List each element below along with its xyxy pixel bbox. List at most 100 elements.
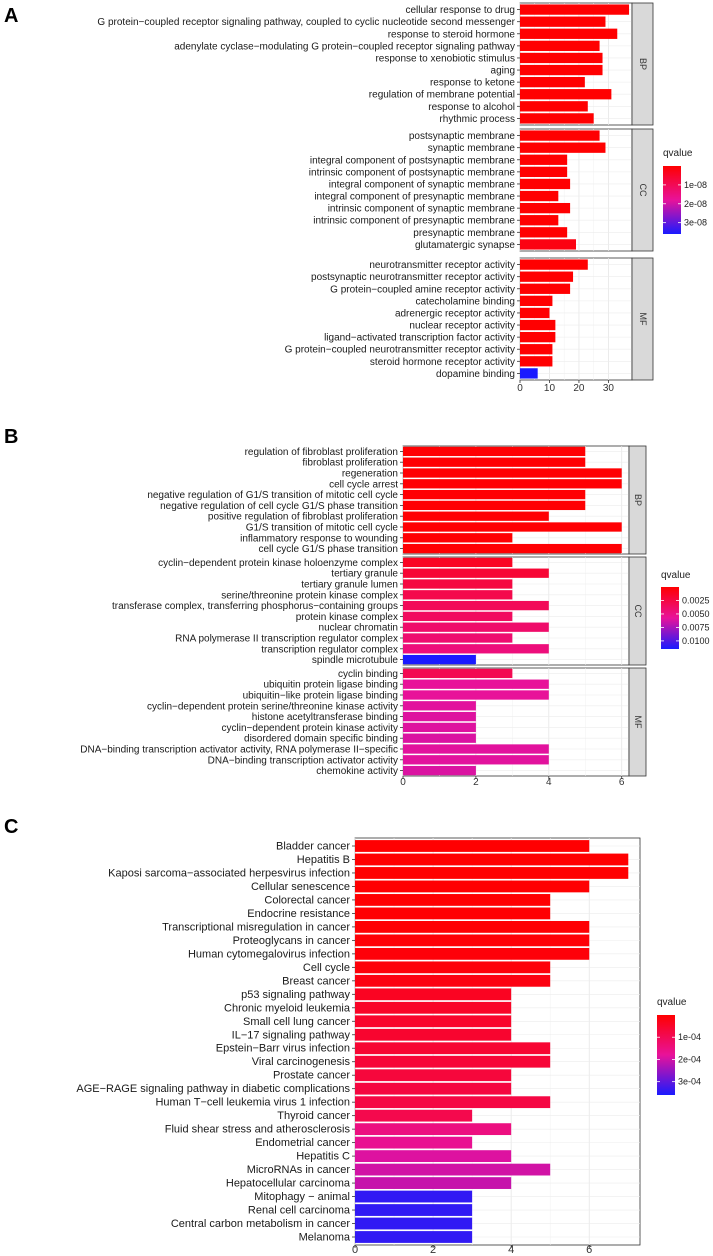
category-label: glutamatergic synapse (415, 240, 515, 251)
facet-strip (628, 556, 647, 666)
category-label: positive regulation of fibroblast prolif… (208, 512, 398, 523)
category-label: cyclin−dependent protein kinase holoenzy… (158, 558, 398, 569)
category-label: G protein−coupled amine receptor activit… (330, 284, 515, 295)
bar (520, 101, 588, 112)
category-label: ubiquitin−like protein ligase binding (243, 691, 398, 702)
bar (520, 142, 606, 153)
category-label: Proteoglycans in cancer (233, 935, 351, 947)
bar (355, 1042, 551, 1055)
category-label: negative regulation of G1/S transition o… (147, 490, 398, 501)
bar (403, 568, 549, 578)
category-label: negative regulation of cell cycle G1/S p… (160, 501, 398, 512)
category-label: neurotransmitter receptor activity (369, 260, 515, 271)
category-label: regulation of membrane potential (369, 90, 515, 101)
bar (355, 934, 590, 947)
bar (520, 76, 585, 88)
facet-strip-label: CC (633, 605, 643, 618)
x-tick-label: 2 (430, 1244, 436, 1256)
bar (520, 227, 568, 238)
category-label: Epstein−Barr virus infection (216, 1043, 350, 1055)
category-label: Hepatocellular carcinoma (226, 1178, 351, 1190)
facet-strip-label: BP (633, 494, 643, 506)
category-label: Cellular senescence (251, 881, 350, 893)
bar (403, 543, 622, 554)
category-label: aging (491, 66, 515, 77)
bar (403, 690, 549, 700)
category-label: Human cytomegalovirus infection (188, 948, 350, 960)
bar (520, 271, 574, 282)
facet-mf: neurotransmitter receptor activitypostsy… (285, 257, 654, 381)
category-label: tertiary granule lumen (301, 580, 398, 591)
category-label: fibroblast proliferation (302, 458, 398, 469)
x-tick-label: 0 (400, 777, 406, 788)
bar (520, 89, 612, 100)
category-label: cell cycle G1/S phase transition (258, 544, 398, 555)
facet-strip (631, 2, 654, 126)
bar (355, 988, 512, 1001)
category-label: catecholamine binding (415, 296, 515, 307)
bar (403, 457, 586, 467)
bar (355, 1204, 473, 1216)
category-label: Mitophagy − animal (254, 1191, 350, 1203)
bar (355, 1190, 473, 1203)
bar (520, 28, 618, 39)
x-tick-label: 0 (517, 383, 523, 394)
category-label: Bladder cancer (276, 841, 350, 853)
bar (520, 295, 553, 307)
legend-tick-label: 3e-04 (678, 1077, 701, 1087)
bar (520, 40, 600, 52)
bar (403, 479, 622, 489)
legend-title: qvalue (663, 148, 693, 159)
category-label: inflammatory response to wounding (240, 533, 398, 544)
category-label: cyclin−dependent protein serine/threonin… (147, 701, 398, 712)
category-label: synaptic membrane (428, 143, 516, 154)
category-label: cyclin binding (338, 669, 398, 680)
bar (520, 190, 559, 202)
bar (355, 867, 629, 879)
bar (520, 178, 571, 190)
bar (355, 1069, 512, 1082)
category-label: nuclear receptor activity (409, 321, 515, 332)
bar (355, 1015, 512, 1028)
bar (403, 611, 513, 622)
legend-colorbar (657, 1015, 675, 1095)
facet-panel (354, 837, 641, 1246)
category-label: intrinsic component of postsynaptic memb… (309, 167, 516, 178)
category-label: disordered domain specific binding (244, 734, 398, 745)
category-label: steroid hormone receptor activity (370, 357, 515, 368)
bar (403, 590, 513, 600)
legend-tick-label: 1e-08 (684, 180, 707, 190)
category-label: Hepatitis B (297, 854, 350, 866)
category-label: rhythmic process (439, 114, 515, 125)
bar (403, 500, 586, 511)
x-tick-label: 2 (473, 777, 479, 788)
bar (520, 202, 571, 214)
bar (520, 319, 556, 331)
bar (355, 1109, 473, 1122)
bar (520, 368, 538, 379)
bar (355, 1096, 551, 1109)
x-tick-label: 6 (619, 777, 625, 788)
bar (403, 622, 549, 632)
bar (403, 511, 549, 521)
bar (403, 744, 549, 754)
category-label: p53 signaling pathway (241, 989, 350, 1001)
bar (355, 920, 590, 933)
facet-cc: cyclin−dependent protein kinase holoenzy… (112, 556, 647, 666)
bar (520, 215, 559, 226)
bar (355, 1082, 512, 1095)
category-label: Prostate cancer (273, 1070, 350, 1082)
panel-letter: B (4, 426, 18, 448)
facet-strip-label: CC (638, 184, 648, 197)
category-label: RNA polymerase II transcription regulato… (175, 634, 398, 645)
bar (403, 489, 586, 500)
bar (403, 579, 513, 589)
category-label: adenylate cyclase−modulating G protein−c… (174, 41, 515, 52)
category-label: postsynaptic neurotransmitter receptor a… (311, 272, 515, 283)
legend-colorbar (663, 166, 681, 234)
bar (520, 166, 568, 178)
